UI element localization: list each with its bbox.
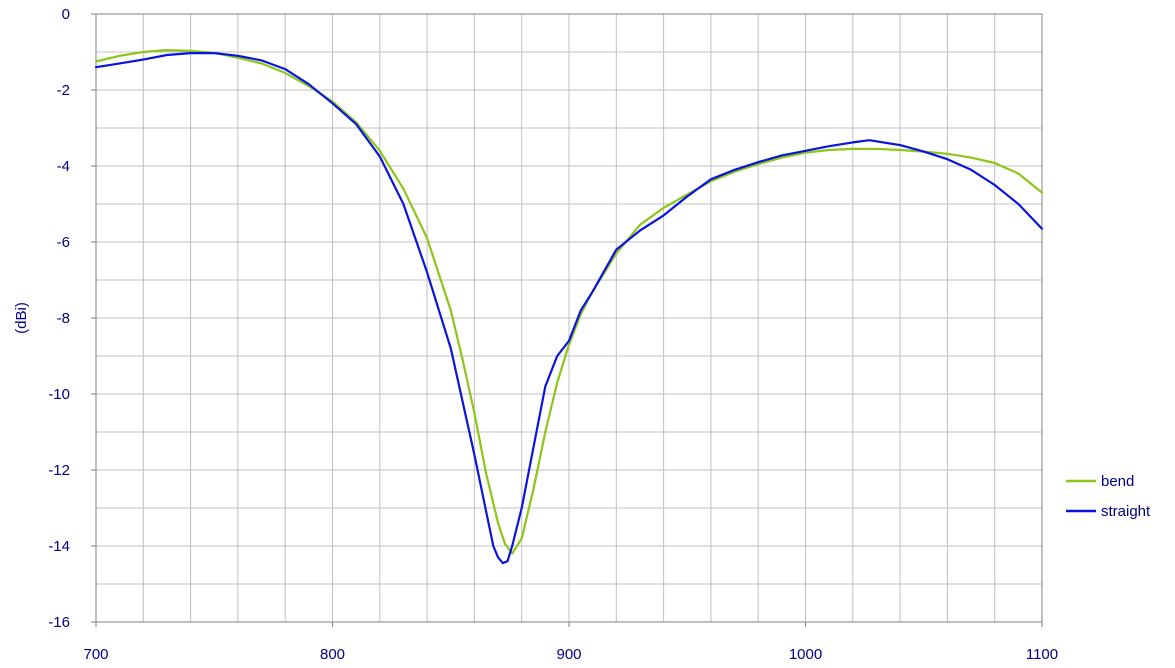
legend-label-straight: straight — [1101, 503, 1151, 520]
y-axis-label: (dBi) — [13, 302, 30, 334]
y-tick-label: -10 — [48, 386, 70, 403]
x-tick-label: 900 — [556, 646, 581, 663]
x-tick-label: 1000 — [789, 646, 822, 663]
y-tick-label: -8 — [57, 310, 70, 327]
axes — [91, 13, 1043, 627]
series-line-straight — [94, 51, 1044, 565]
y-tick-label: 0 — [62, 6, 70, 23]
grid — [96, 14, 1042, 622]
x-tick-label: 800 — [320, 646, 345, 663]
legend-label-bend: bend — [1101, 473, 1134, 490]
legend: bend straight — [1066, 473, 1151, 520]
y-tick-label: -14 — [48, 538, 70, 555]
y-tick-label: -4 — [57, 158, 70, 175]
series-lines — [94, 48, 1044, 565]
tick-labels: 0 -2 -4 -6 -8 -10 -12 -14 -16 700 800 900 1000 1100 — [48, 6, 1058, 663]
y-tick-label: -12 — [48, 462, 70, 479]
series-line-bend — [94, 48, 1044, 555]
y-tick-label: -2 — [57, 82, 70, 99]
y-tick-label: -6 — [57, 234, 70, 251]
x-tick-label: 1100 — [1026, 646, 1058, 663]
x-tick-label: 700 — [83, 646, 108, 663]
y-tick-label: -16 — [48, 614, 70, 631]
